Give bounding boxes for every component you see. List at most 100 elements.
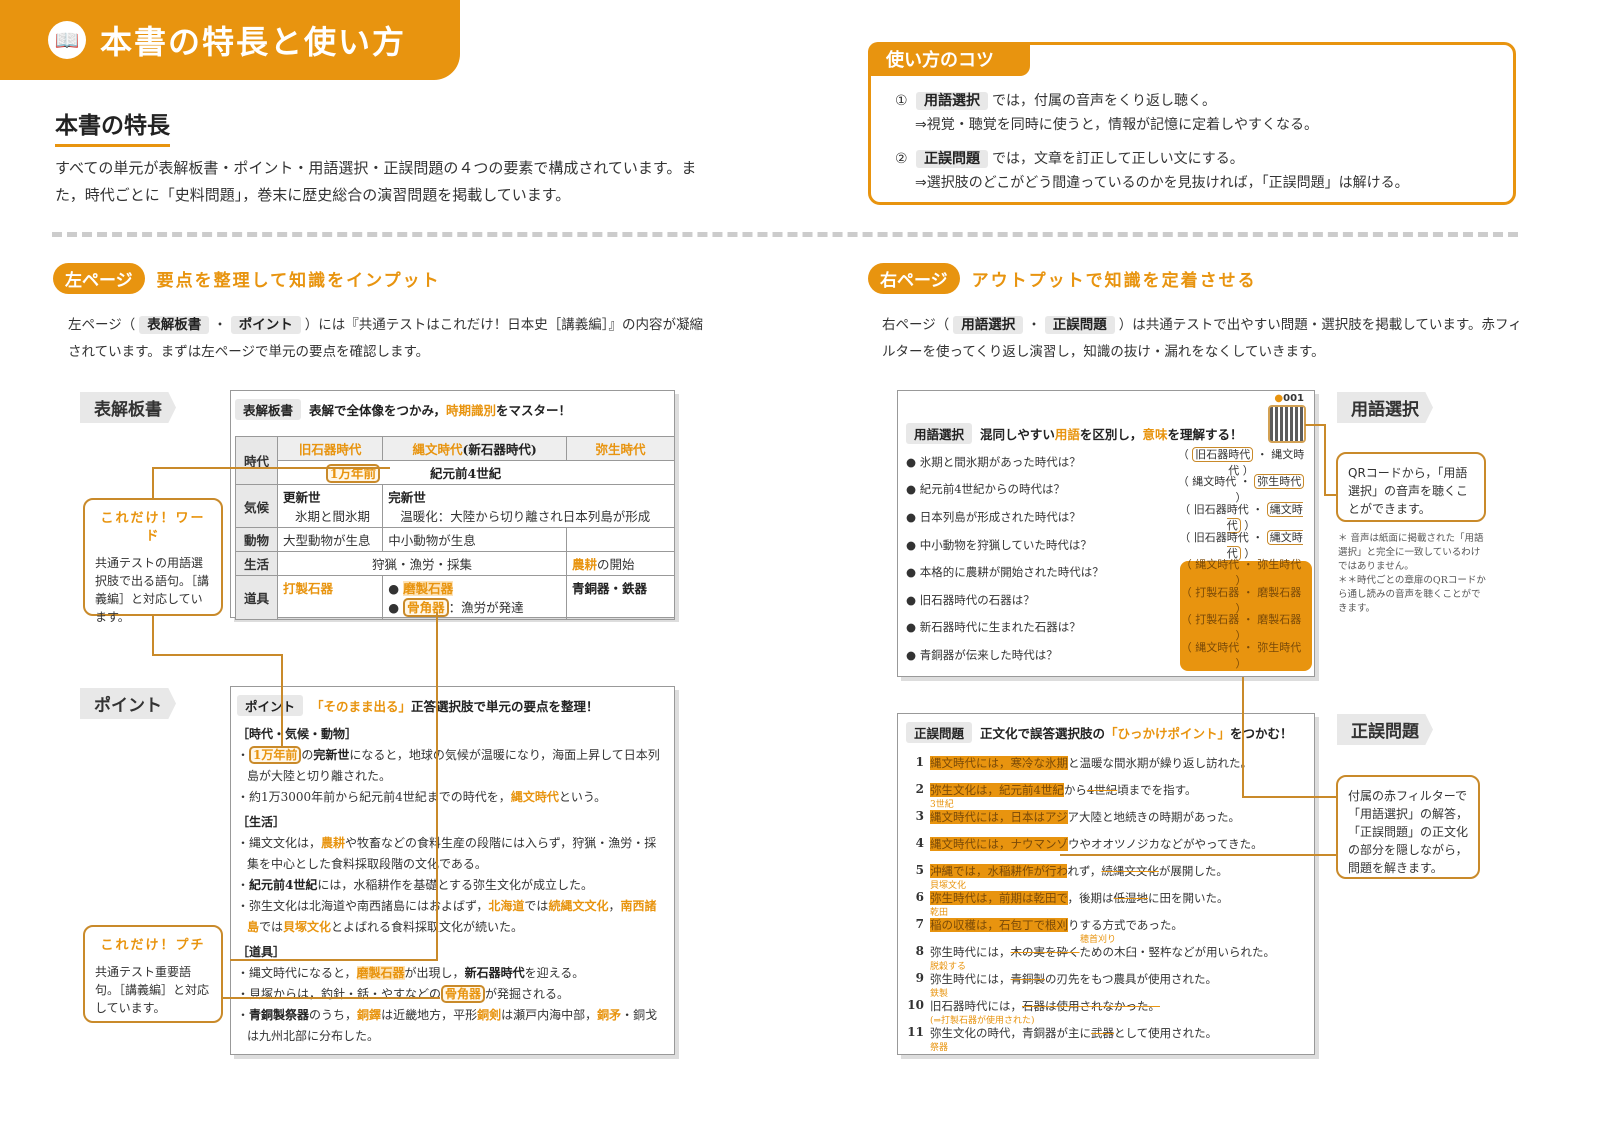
emphasis-text: 1万年前 bbox=[249, 746, 302, 764]
tf-number: 3 bbox=[915, 809, 924, 823]
term-answer: （ 打製石器 ・ 磨製石器 ） bbox=[1180, 613, 1302, 643]
divider bbox=[52, 232, 1518, 237]
text: の刃先をもつ農具が使用された。 bbox=[1045, 972, 1218, 986]
text: 弥生時代には， bbox=[930, 972, 1011, 986]
tf-text: 弥生文化の時代，青銅器が主に武器として使用された。 祭器 bbox=[930, 1025, 1217, 1053]
text: と温暖な間氷期が繰り返し訪れた。 bbox=[1068, 756, 1252, 770]
tf-number: 11 bbox=[907, 1025, 924, 1039]
text: ・弥生文化は北海道や南西諸島にはおよばず， bbox=[237, 899, 489, 913]
text: をマスター！ bbox=[496, 403, 572, 418]
qr-code-icon[interactable] bbox=[1268, 405, 1306, 443]
text: ウやオオツノジカなどがやってきた。 bbox=[1068, 837, 1263, 851]
term-label: 用語選択 bbox=[1337, 392, 1433, 423]
point-item: ・ 1万年前 の完新世になると，地球の気候が温暖になり，海面上昇して日本列島が大陸と… bbox=[237, 745, 668, 787]
answer-option: 旧石器時代 bbox=[1193, 530, 1249, 544]
row-header: 時代 bbox=[235, 436, 278, 485]
answer-option: 打製石器 bbox=[1195, 613, 1240, 627]
cell: 更新世 bbox=[283, 490, 321, 505]
emphasis-text: 「そのまま出る」 bbox=[311, 699, 412, 714]
tf-item: 11 弥生文化の時代，青銅器が主に武器として使用された。 祭器 bbox=[906, 1025, 1306, 1053]
emphasis-text: 青銅製祭器 bbox=[249, 1008, 310, 1022]
callout-text: 共通テスト重要語句。［講義編］と対応しています。 bbox=[95, 965, 210, 1015]
term-question: ● 本格的に農耕が開始された時代は？ bbox=[906, 565, 1104, 580]
tf-correction: 祭器 bbox=[930, 1043, 949, 1053]
answer-option: 縄文時代 bbox=[1226, 529, 1303, 561]
emphasis-text: 用語選択 bbox=[953, 316, 1024, 334]
tf-correction: 鉄製 bbox=[930, 989, 949, 999]
era-cell: (新石器時代) bbox=[462, 442, 537, 457]
point-item: ・縄文時代になると，磨製石器が出現し，新石器時代を迎える。 bbox=[237, 963, 668, 984]
term-question: ● 氷期と間氷期があった時代は？ bbox=[906, 454, 1081, 469]
tf-item: 10 旧石器時代には，石器は使用されなかった。 (⇒打製石器が使用された) bbox=[906, 998, 1306, 1026]
term-question: ● 青銅器が伝来した時代は？ bbox=[906, 647, 1058, 662]
tf-chip: 正誤問題 bbox=[906, 722, 973, 743]
qr-number-text: 001 bbox=[1283, 393, 1304, 404]
row-header: 生活 bbox=[235, 551, 278, 576]
text: ・約1万3000年前から紀元前4世紀までの時代を， bbox=[237, 790, 511, 804]
emphasis-text: 骨角器 bbox=[441, 985, 486, 1003]
text: は瀬戸内海中部， bbox=[501, 1008, 598, 1022]
right-badge: 右ページ bbox=[868, 263, 960, 294]
text: を区別し， bbox=[1079, 427, 1143, 442]
cell: 農耕 bbox=[572, 557, 598, 572]
board-table: 時代 旧石器時代 縄文時代(新石器時代) 弥生時代 1万年前 紀元前4世紀 気候 … bbox=[235, 436, 675, 620]
text: では bbox=[524, 899, 549, 913]
text: の bbox=[301, 748, 314, 762]
emphasis-text: 沖縄では，水稲耕作が行わ bbox=[930, 864, 1068, 878]
cell: 打製石器 bbox=[283, 581, 334, 596]
text: ）は共通テストで出やすい問題・選択肢を掲載しています。赤フィルターを使ってくり返… bbox=[882, 317, 1522, 360]
text: に田を開いた。 bbox=[1148, 891, 1229, 905]
point-item: ・約1万3000年前から紀元前4世紀までの時代を，縄文時代という。 bbox=[237, 787, 668, 808]
emphasis-text: 時期識別 bbox=[446, 403, 497, 418]
board-panel: 表解板書 表解で全体像をつかみ，時期識別をマスター！ 時代 旧石器時代 縄文時代(… bbox=[230, 390, 675, 620]
term-answer: （ 旧石器時代 ・ 縄文時代 ） bbox=[1177, 446, 1305, 477]
right-section-header: 右ページ アウトプットで知識を定着させる bbox=[868, 263, 1257, 294]
answer-option: 縄文時代 bbox=[1195, 640, 1240, 654]
emphasis-text: 縄文時代には，寒冷な氷期 bbox=[930, 756, 1068, 770]
text: ・ bbox=[237, 1008, 250, 1022]
term-heading: 混同しやすい用語を区別し，意味を理解する！ bbox=[980, 424, 1242, 443]
tip-item: ② 正誤問題 では，文章を訂正して正しい文にする。 bbox=[895, 147, 1409, 171]
era-cell: 縄文時代 bbox=[412, 442, 463, 457]
right-title: アウトプットで知識を定着させる bbox=[971, 271, 1257, 291]
tf-correction: (⇒打製石器が使用された) bbox=[930, 1016, 1035, 1026]
tf-text: 沖縄では，水稲耕作が行われず，続縄文文化が展開した。 貝塚文化 bbox=[930, 863, 1228, 891]
text: りする方式であった。 bbox=[1068, 918, 1183, 932]
emphasis-text: 磨製石器 bbox=[356, 966, 405, 980]
text: ）には『共通テストはこれだけ！日本史［講義編］』の内容が凝縮されています。まずは… bbox=[68, 317, 703, 360]
text: ・ bbox=[213, 317, 227, 333]
features-text: すべての単元が表解板書・ポイント・用語選択・正誤問題の４つの要素で構成されていま… bbox=[55, 159, 697, 204]
text: を理解する！ bbox=[1167, 427, 1243, 442]
text: れず， bbox=[1067, 864, 1102, 878]
left-title: 要点を整理して知識をインプット bbox=[156, 271, 441, 291]
term-item: ● 青銅器が伝来した時代は？ （ 縄文時代 ・ 弥生時代 ） bbox=[906, 640, 1306, 670]
text: が発掘される。 bbox=[485, 987, 570, 1001]
text: という。 bbox=[558, 790, 607, 804]
date-cell: 紀元前4世紀 bbox=[430, 466, 502, 481]
text: をつかむ！ bbox=[1230, 726, 1293, 741]
callout-puchi: これだけ！プチ 共通テスト重要語句。［講義編］と対応しています。 bbox=[83, 925, 223, 1023]
tf-item: 3 縄文時代には，日本はアジア大陸と地続きの時期があった。 bbox=[906, 809, 1306, 836]
cell: 氷期と間氷期 bbox=[295, 509, 371, 524]
text: ，後期は bbox=[1067, 891, 1114, 905]
tf-number: 6 bbox=[915, 890, 924, 904]
tf-label: 正誤問題 bbox=[1337, 714, 1433, 745]
term-item: ● 新石器時代に生まれた石器は？ （ 打製石器 ・ 磨製石器 ） bbox=[906, 613, 1306, 643]
cell: ：漁労が発達 bbox=[448, 600, 524, 615]
term-item: ● 紀元前4世紀からの時代は？ （ 縄文時代 ・ 弥生時代 ） bbox=[906, 474, 1306, 504]
answer-option: 磨製石器 bbox=[1257, 585, 1302, 599]
term-item: ● 本格的に農耕が開始された時代は？ （ 縄文時代 ・ 弥生時代 ） bbox=[906, 558, 1306, 587]
cell: 磨製石器 bbox=[403, 581, 454, 596]
answer-option: 縄文時代 bbox=[1195, 558, 1240, 572]
tf-list: 1 縄文時代には，寒冷な氷期と温暖な間氷期が繰り返し訪れた。 2 弥生文化は，紀元前4… bbox=[906, 755, 1306, 1053]
tf-item: 7 稲の収穫は，石包丁で根刈りする方式であった。 穂首刈り bbox=[906, 917, 1306, 945]
term-question: ● 新石器時代に生まれた石器は？ bbox=[906, 620, 1081, 635]
callout-text: 共通テストの用語選択肢で出る語句。［講義編］と対応しています。 bbox=[95, 556, 210, 624]
callout-title: これだけ！プチ bbox=[100, 938, 206, 953]
cell: 青銅器・鉄器 bbox=[572, 581, 648, 596]
tf-text: 縄文時代には，ナウマンゾウやオオツノジカなどがやってきた。 bbox=[930, 836, 1263, 863]
left-intro: 左ページ（ 表解板書・ポイント ）には『共通テストはこれだけ！日本史［講義編］』の内… bbox=[68, 312, 708, 366]
term-answer: （ 打製石器 ・ 磨製石器 ） bbox=[1180, 585, 1302, 615]
tf-number: 9 bbox=[915, 971, 924, 985]
text: 表解で全体像をつかみ， bbox=[309, 403, 447, 418]
